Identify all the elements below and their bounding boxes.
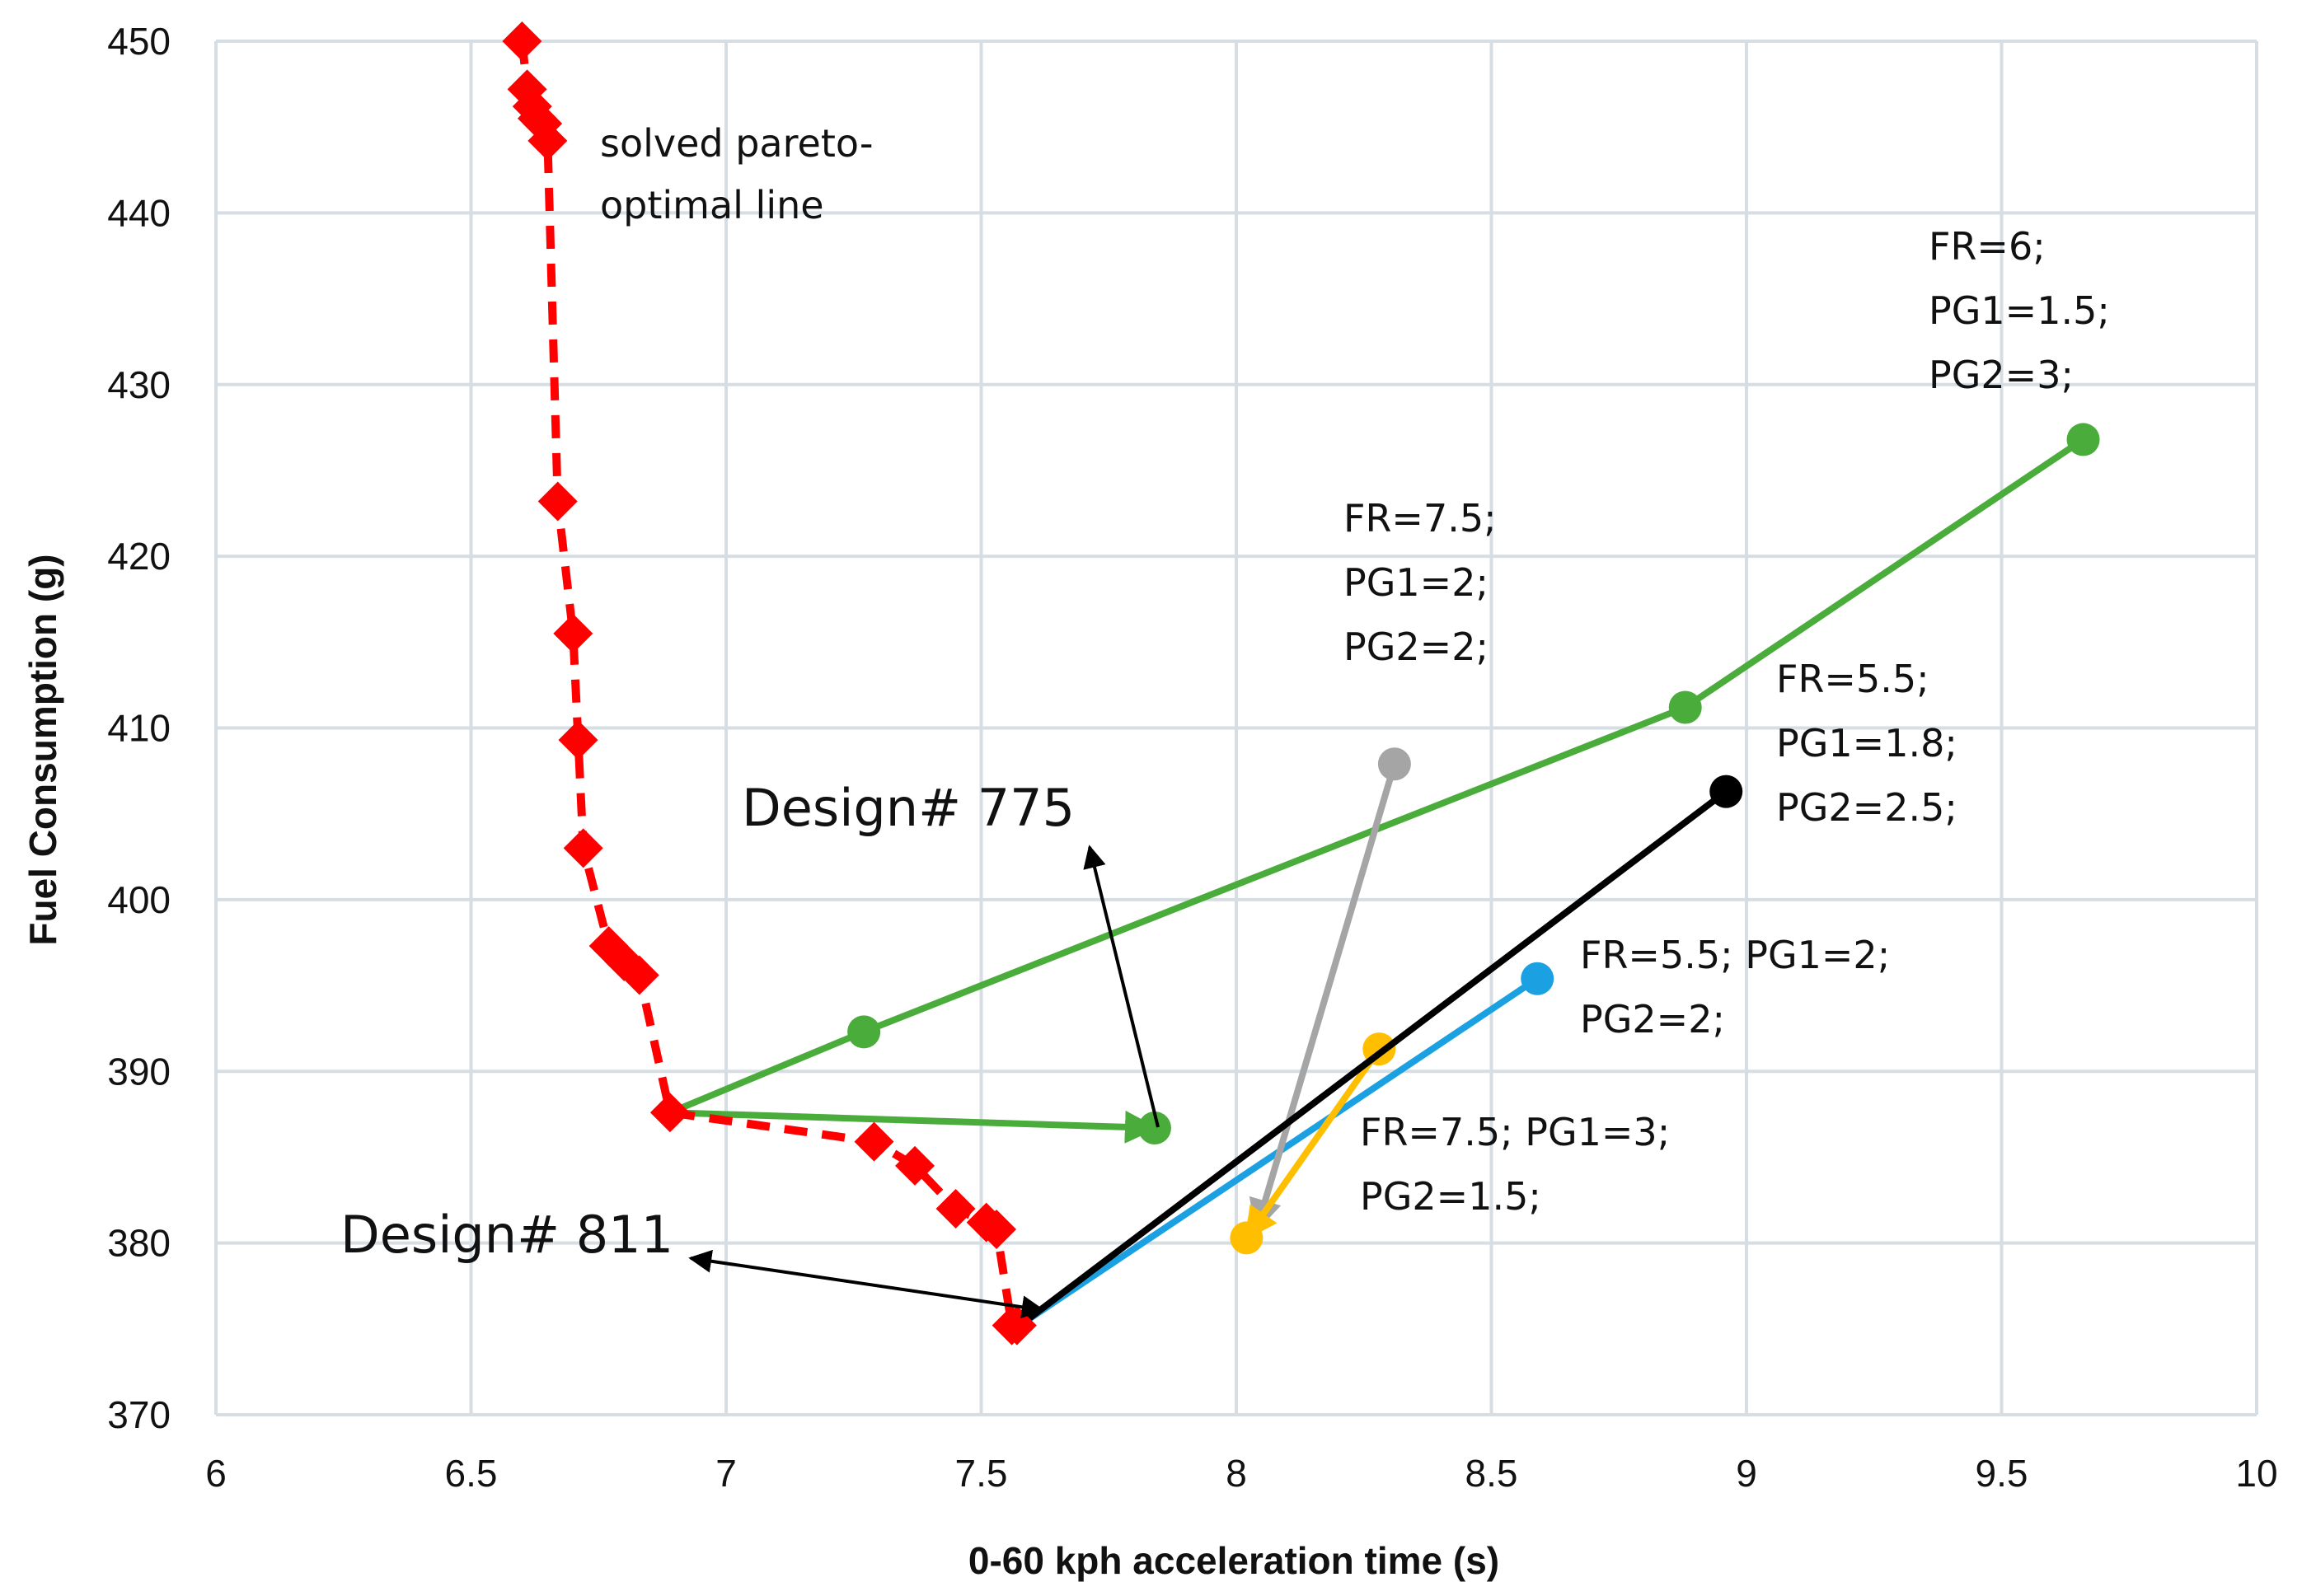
pareto-label-line-2: optimal line (600, 183, 824, 227)
series-fr6-point (2066, 423, 2100, 456)
tick-labels: 6 6.5 7 7.5 8 8.5 9 9.5 10 370 380 390 400 410 420 430 4… (107, 20, 2277, 1495)
fr75-pg2-label-line-2: PG1=2; (1343, 560, 1489, 605)
x-tick-label: 8.5 (1465, 1452, 1518, 1495)
series-black-point (1709, 775, 1743, 808)
series (502, 21, 2100, 1346)
series-pareto-diamond (527, 120, 568, 161)
series-pareto-diamond (977, 1209, 1017, 1249)
fr55-pg18-label-line-3: PG2=2.5; (1776, 785, 1957, 830)
fr6-label-line-3: PG2=3; (1929, 353, 2074, 397)
fr75-pg2-label: FR=7.5; PG1=2; PG2=2; (1343, 496, 1508, 669)
x-tick-label: 9 (1736, 1452, 1757, 1495)
design-775-label: Design# 775 (742, 778, 1075, 838)
fr75-pg3-label-line-2: PG2=1.5; (1360, 1174, 1541, 1219)
fr6-label-line-2: PG1=1.5; (1929, 288, 2110, 333)
fr6-label-line-1: FR=6; (1929, 224, 2046, 269)
x-tick-label: 9.5 (1976, 1452, 2028, 1495)
x-axis-title: 0-60 kph acceleration time (s) (968, 1539, 1499, 1582)
series-design775-line (669, 1109, 1158, 1144)
series-pareto-diamond (502, 21, 542, 61)
series-fr6-point (1668, 690, 1702, 724)
x-tick-label: 8 (1226, 1452, 1247, 1495)
y-tick-label: 440 (107, 191, 171, 234)
fr6-label: FR=6; PG1=1.5; PG2=3; (1929, 224, 2121, 397)
y-tick-label: 420 (107, 535, 171, 578)
x-tick-label: 10 (2235, 1452, 2277, 1495)
series-blue-point (1521, 962, 1554, 995)
y-tick-label: 410 (107, 707, 171, 750)
y-tick-label: 380 (107, 1222, 171, 1265)
series-gray-line (1249, 763, 1398, 1233)
series-pareto-diamond (553, 613, 593, 653)
series-pareto-diamond (935, 1188, 976, 1229)
fr55-pg2-label-line-2: PG2=2; (1580, 997, 1725, 1041)
series-pareto-diamond (537, 481, 578, 522)
y-tick-label: 400 (107, 878, 171, 921)
y-tick-label: 390 (107, 1050, 171, 1093)
series-pareto-diamond (649, 1093, 690, 1133)
series-pareto-diamond (996, 1305, 1037, 1346)
series-design775-point (1137, 1112, 1171, 1145)
pareto-label: solved pareto- optimal line (600, 121, 885, 227)
series-gray-point (1377, 747, 1411, 781)
x-tick-label: 7.5 (955, 1452, 1008, 1495)
x-tick-label: 7 (715, 1452, 737, 1495)
x-tick-label: 6.5 (445, 1452, 498, 1495)
y-tick-label: 370 (107, 1393, 171, 1436)
fr75-pg2-label-line-3: PG2=2; (1343, 625, 1489, 669)
pareto-label-line-1: solved pareto- (600, 121, 873, 166)
grid (214, 40, 2258, 1416)
design-811-label: Design# 811 (340, 1205, 673, 1265)
series-fr6-point (847, 1015, 881, 1049)
series-pareto-line (518, 40, 1017, 1330)
fr55-pg18-label-line-2: PG1=1.8; (1776, 721, 1957, 765)
series-pareto-diamond (619, 955, 659, 995)
fr55-pg2-label-line-1: FR=5.5; PG1=2; (1580, 933, 1890, 977)
x-tick-label: 6 (205, 1452, 227, 1495)
series-pareto-diamond (563, 828, 603, 868)
series-gold-point (1230, 1221, 1264, 1255)
fr55-pg18-label: FR=5.5; PG1=1.8; PG2=2.5; (1776, 657, 1969, 830)
y-tick-label: 430 (107, 363, 171, 406)
design-775-arrow (1083, 845, 1160, 1128)
y-tick-label: 450 (107, 20, 171, 63)
y-axis-title: Fuel Consumption (g) (21, 554, 64, 945)
fr55-pg2-label: FR=5.5; PG1=2; PG2=2; (1580, 933, 1902, 1041)
series-fr6-line (668, 437, 2085, 1116)
design-811-arrow (688, 1249, 1045, 1319)
fr75-pg3-label-line-1: FR=7.5; PG1=3; (1360, 1110, 1670, 1154)
fr55-pg18-label-line-1: FR=5.5; (1776, 657, 1929, 701)
series-pareto-diamond (558, 720, 598, 761)
fr75-pg2-label-line-1: FR=7.5; (1343, 496, 1497, 541)
series-black-line (1020, 789, 1728, 1327)
series-pareto-diamond (895, 1145, 935, 1186)
fr75-pg3-label: FR=7.5; PG1=3; PG2=1.5; (1360, 1110, 1682, 1219)
series-pareto-diamond (854, 1121, 894, 1162)
series-gold-line (1244, 1046, 1382, 1241)
